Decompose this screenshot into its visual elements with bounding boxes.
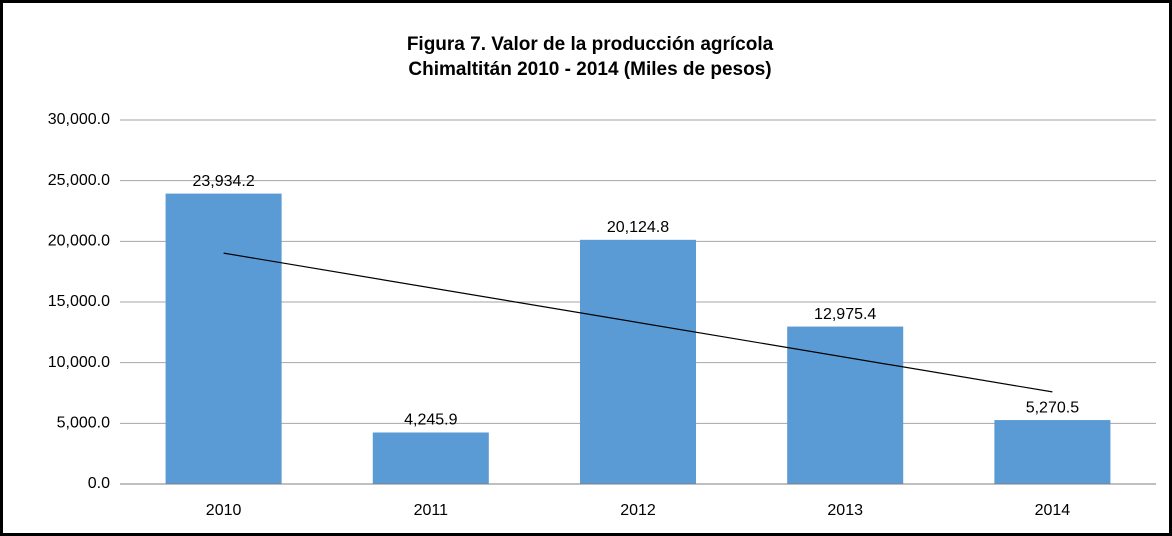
data-label: 23,934.2 <box>192 173 254 190</box>
x-tick-label: 2010 <box>206 502 242 519</box>
trendline <box>223 252 1053 393</box>
y-tick-label: 30,000.0 <box>48 111 110 128</box>
y-tick-label: 20,000.0 <box>48 233 110 250</box>
bar <box>165 193 282 484</box>
data-label: 5,270.5 <box>1026 399 1079 416</box>
y-tick-label: 15,000.0 <box>48 293 110 310</box>
bar <box>787 326 904 484</box>
chart-title: Figura 7. Valor de la producción agrícol… <box>407 34 774 55</box>
bar <box>372 432 489 484</box>
y-tick-label: 0.0 <box>88 475 110 492</box>
y-tick-label: 25,000.0 <box>48 172 110 189</box>
data-label: 4,245.9 <box>404 412 457 429</box>
x-tick-label: 2012 <box>620 502 656 519</box>
x-tick-label: 2014 <box>1035 502 1071 519</box>
y-tick-label: 5,000.0 <box>57 415 110 432</box>
bar <box>579 239 697 484</box>
chart-title: Chimaltitán 2010 - 2014 (Miles de pesos) <box>408 59 771 80</box>
data-label: 20,124.8 <box>607 219 669 236</box>
data-label: 12,975.4 <box>814 306 876 323</box>
x-tick-label: 2011 <box>414 502 449 519</box>
y-tick-label: 10,000.0 <box>48 354 110 371</box>
x-tick-label: 2013 <box>827 502 863 519</box>
bar <box>994 420 1111 484</box>
